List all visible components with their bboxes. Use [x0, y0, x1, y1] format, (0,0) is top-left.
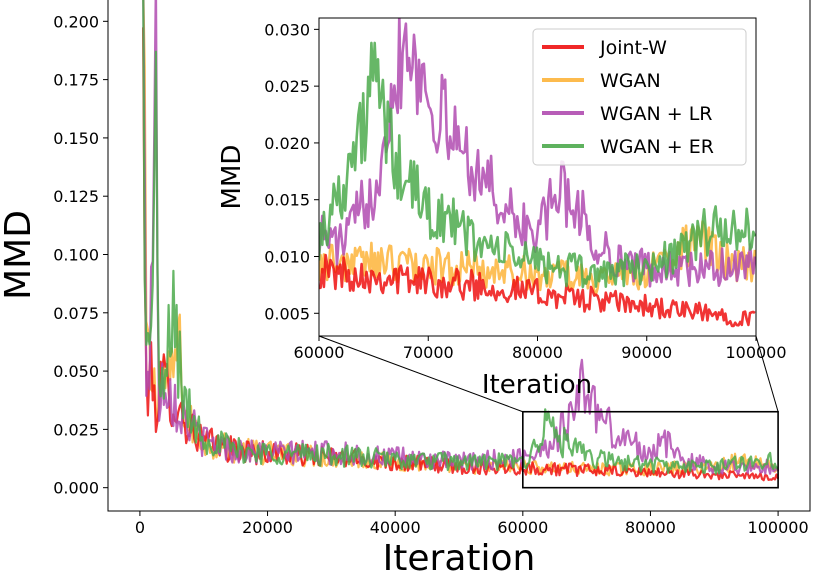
zoom-connector-right: [755, 335, 779, 412]
inset-y-tick-label: 0.020: [264, 134, 310, 153]
main-series-wgan-er: [142, 0, 779, 475]
main-x-axis-label: Iteration: [383, 538, 536, 579]
main-x-tick-label: 100000: [748, 518, 809, 537]
legend-label-wgan-er: WGAN + ER: [600, 136, 714, 158]
main-x-tick-label: 20000: [242, 518, 293, 537]
inset-x-tick-label: 60000: [294, 343, 345, 362]
main-y-tick-label: 0.100: [53, 246, 99, 265]
main-y-tick-label: 0.025: [53, 420, 99, 439]
main-series-wgan-lr: [142, 0, 780, 475]
main-x-tick-label: 60000: [497, 518, 548, 537]
main-y-axis-label: MMD: [0, 210, 39, 300]
inset-series-group: [319, 18, 756, 328]
inset-y-tick-label: 0.015: [264, 191, 310, 210]
main-y-axis: 0.000 0.025 0.050 0.075 0.100 0.125 0.150 0.175…: [53, 12, 108, 498]
main-y-tick-label: 0.200: [53, 12, 99, 31]
legend-label-joint-w: Joint-W: [599, 37, 667, 59]
legend-box: [532, 28, 747, 166]
main-series-group: [142, 0, 780, 482]
main-y-tick-label: 0.050: [53, 362, 99, 381]
main-y-tick-label: 0.075: [53, 304, 99, 323]
inset-x-tick-label: 70000: [403, 343, 454, 362]
zoom-indicator: [318, 335, 779, 489]
inset-x-tick-label: 100000: [725, 343, 786, 362]
inset-x-axis: 60000 70000 80000 90000 100000: [294, 336, 787, 362]
inset-y-axis: 0.005 0.010 0.015 0.020 0.025 0.030: [264, 20, 319, 323]
legend-label-wgan: WGAN: [600, 70, 661, 92]
main-y-tick-label: 0.000: [53, 479, 99, 498]
inset-y-tick-label: 0.025: [264, 77, 310, 96]
inset-x-tick-label: 80000: [512, 343, 563, 362]
main-x-tick-label: 80000: [625, 518, 676, 537]
inset-y-tick-label: 0.030: [264, 20, 310, 39]
inset-axes: 60000 70000 80000 90000 100000 0.0050.0100.0…: [217, 17, 787, 400]
main-x-tick-label: 40000: [370, 518, 421, 537]
inset-series-joint-w: [319, 253, 756, 328]
main-y-tick-label: 0.125: [53, 187, 99, 206]
inset-x-tick-label: 90000: [621, 343, 672, 362]
inset-y-tick-label: 0.010: [264, 248, 310, 267]
inset-y-axis-label: MMD: [217, 145, 247, 210]
zoom-box: [522, 410, 779, 489]
zoom-connector-left: [318, 335, 523, 413]
inset-series-wgan-lr: [319, 18, 756, 288]
main-x-axis: 0 20000 40000 60000 80000 100000: [135, 511, 809, 537]
main-y-tick-label: 0.175: [53, 71, 99, 90]
inset-series-wgan-er: [319, 41, 756, 289]
legend-label-wgan-lr: WGAN + LR: [600, 103, 713, 125]
main-y-tick-label: 0.150: [53, 129, 99, 148]
inset-y-tick-label: 0.005: [264, 304, 310, 323]
main-x-tick-label: 0: [135, 518, 145, 537]
inset-x-axis-label: Iteration: [482, 370, 592, 400]
legend: Joint-W WGAN WGAN + LR WGAN + ER: [532, 28, 747, 166]
